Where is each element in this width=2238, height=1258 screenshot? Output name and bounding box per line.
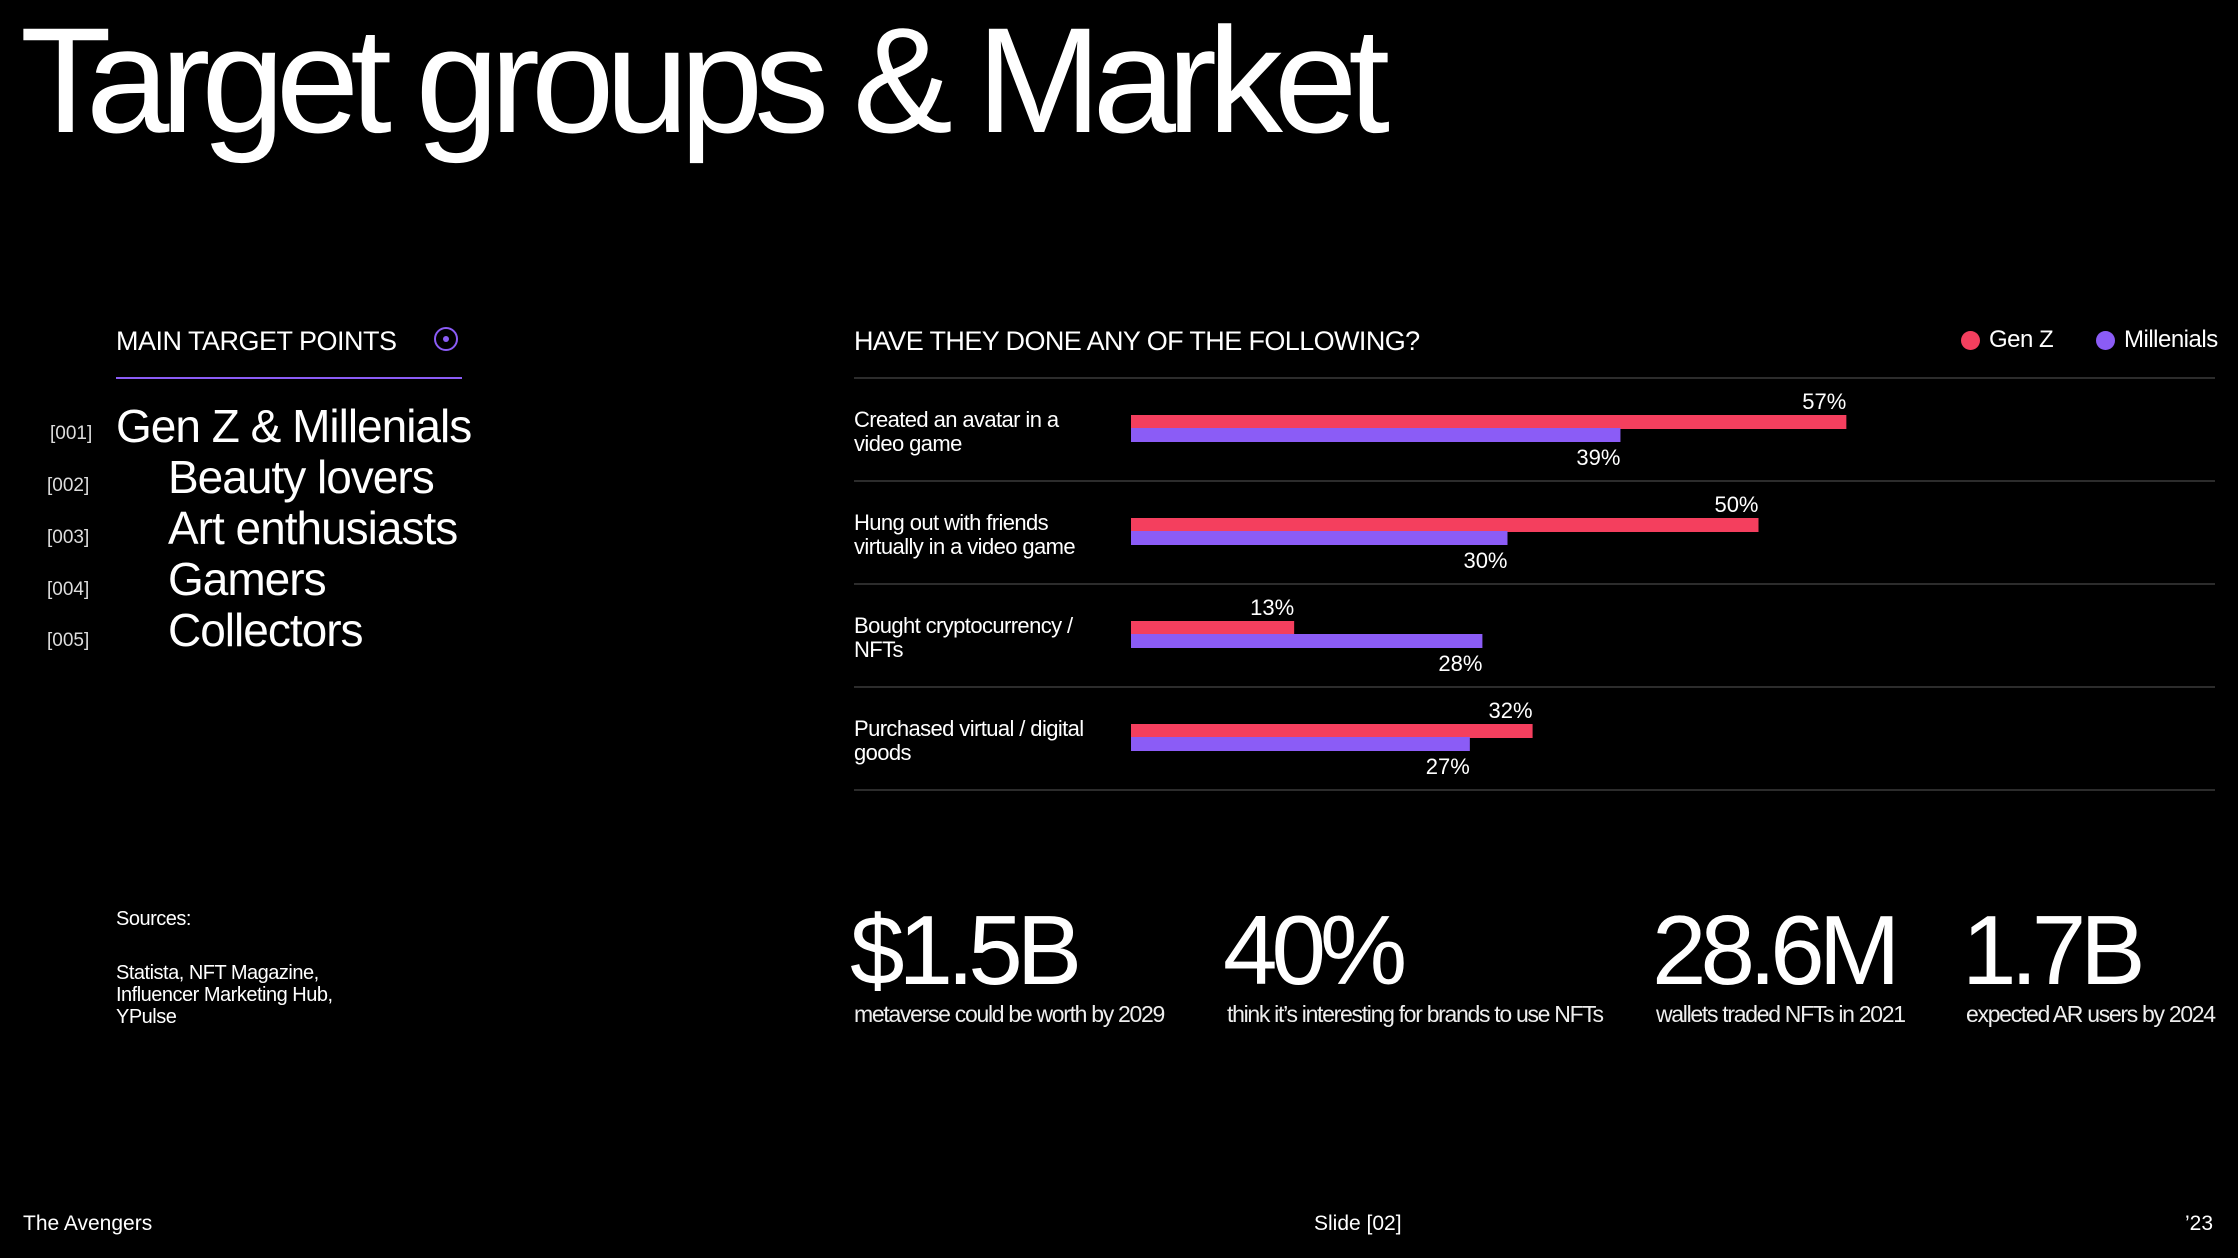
target-item-number: [001] [50, 423, 93, 444]
target-heading-divider [116, 377, 462, 379]
bar-value-label: 32% [1489, 698, 1533, 723]
category-label: video game [854, 431, 962, 456]
target-item-label: Beauty lovers [168, 451, 435, 503]
bar-gen-z [1131, 415, 1847, 429]
stat-value: 1.7B [1962, 895, 2146, 1005]
stat-caption: think it’s interesting for brands to use… [1227, 1001, 1604, 1027]
bar-value-label: 30% [1463, 548, 1507, 573]
category-label: Bought cryptocurrency / [854, 613, 1074, 638]
bar-millenials [1131, 531, 1508, 545]
target-item-number: [002] [47, 475, 90, 496]
chart-title: HAVE THEY DONE ANY OF THE FOLLOWING? [854, 326, 1420, 356]
category-label: Hung out with friends [854, 510, 1049, 535]
legend-millenials-label: Millenials [2124, 326, 2218, 353]
bar-millenials [1131, 428, 1621, 442]
stat-caption: metaverse could be worth by 2029 [854, 1001, 1165, 1027]
footer-company: The Avengers [23, 1212, 153, 1235]
bar-value-label: 27% [1426, 754, 1470, 779]
target-item-label: Gen Z & Millenials [116, 400, 472, 452]
legend-gen-z-label: Gen Z [1989, 326, 2054, 353]
stat-value: $1.5B [850, 895, 1082, 1005]
stat-value: 40% [1223, 895, 1407, 1005]
footer-year: ’23 [2185, 1212, 2214, 1235]
stat-value: 28.6M [1652, 895, 1900, 1005]
category-label: virtually in a video game [854, 534, 1075, 559]
bar-value-label: 28% [1438, 651, 1482, 676]
bar-gen-z [1131, 724, 1533, 738]
category-label: Created an avatar in a [854, 407, 1060, 432]
sources-list: Statista, NFT Magazine, Influencer Marke… [116, 962, 333, 1028]
category-label: goods [854, 740, 912, 765]
source-line: YPulse [116, 1006, 177, 1028]
bar-value-label: 13% [1250, 595, 1294, 620]
target-item-label: Art enthusiasts [168, 502, 458, 554]
target-item-number: [003] [47, 527, 90, 548]
target-item-label: Collectors [168, 604, 364, 656]
bar-millenials [1131, 737, 1470, 751]
target-item-number: [005] [47, 630, 90, 651]
bar-gen-z [1131, 621, 1295, 635]
source-line: Influencer Marketing Hub, [116, 984, 333, 1006]
legend-millenials-swatch [2096, 331, 2115, 350]
footer-slide-number: Slide [02] [1314, 1212, 1402, 1235]
target-dot-icon [434, 327, 458, 351]
bar-value-label: 39% [1576, 445, 1620, 470]
target-item-label: Gamers [168, 553, 327, 605]
source-line: Statista, NFT Magazine, [116, 962, 319, 984]
bar-gen-z [1131, 518, 1759, 532]
stat-caption: expected AR users by 2024 [1966, 1001, 2216, 1027]
category-label: Purchased virtual / digital [854, 716, 1084, 741]
legend-gen-z-swatch [1961, 331, 1980, 350]
bar-value-label: 57% [1802, 389, 1846, 414]
target-points-heading: MAIN TARGET POINTS [116, 326, 397, 356]
category-label: NFTs [854, 637, 904, 662]
bar-millenials [1131, 634, 1483, 648]
target-item-number: [004] [47, 579, 90, 600]
stat-caption: wallets traded NFTs in 2021 [1656, 1001, 1906, 1027]
bar-value-label: 50% [1714, 492, 1758, 517]
sources-label: Sources: [116, 908, 191, 930]
page-title: Target groups & Market [20, 0, 1390, 164]
